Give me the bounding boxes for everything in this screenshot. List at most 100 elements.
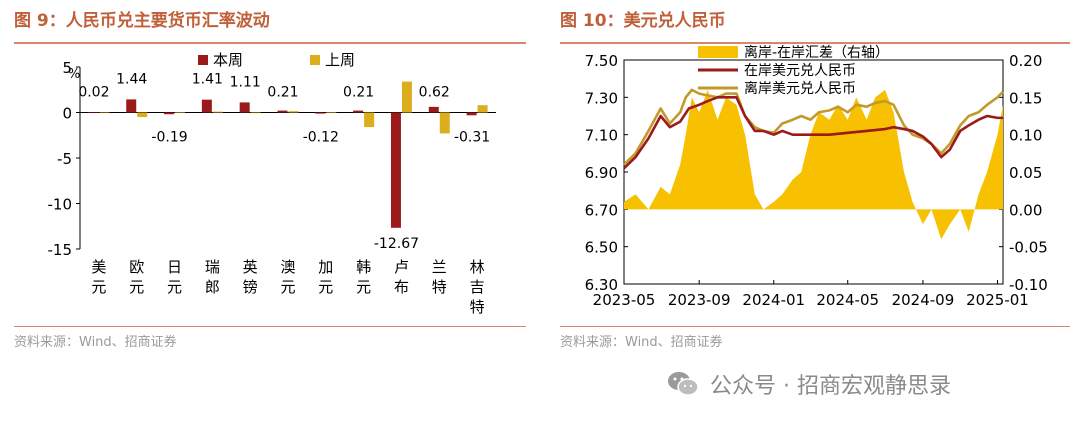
y-tick-label: 0: [62, 105, 72, 123]
bar-this-week: [88, 112, 99, 113]
y-tick-label: 5: [62, 59, 72, 77]
legend-label: 离岸-在岸汇差（右轴）: [744, 44, 889, 61]
x-category-label: 元: [356, 278, 371, 296]
x-tick-label: 2024-01: [742, 291, 805, 309]
x-category-label: 韩: [356, 258, 371, 276]
y-tick-label: -15: [48, 241, 73, 259]
left-title-rule: [14, 42, 526, 44]
x-tick-label: 2024-05: [816, 291, 879, 309]
data-label: -12.67: [374, 236, 419, 252]
legend-swatch: [698, 46, 738, 58]
bar-last-week: [250, 112, 261, 114]
bar-last-week: [477, 105, 488, 113]
legend-label: 在岸美元兑人民币: [744, 63, 856, 79]
right-line-chart: 7.50 7.30 7.10 6.90 6.70 6.50 6.30 0.20 0.15 0.10…: [585, 44, 1048, 309]
x-category-label: 兰: [432, 258, 447, 276]
wechat-icon: [668, 372, 699, 396]
bar-last-week: [439, 112, 450, 134]
y-tick-label: 6.70: [585, 201, 618, 219]
legend-label: 上周: [325, 51, 355, 69]
x-category-label: 吉: [470, 278, 485, 296]
right-figure-title: 图 10：美元兑人民币: [560, 11, 726, 31]
data-label: 0.02: [78, 85, 109, 101]
bar-this-week: [315, 112, 326, 114]
bar-last-week: [175, 112, 186, 113]
left-bar-chart: 5 0 -5 -10 -15% 0.02 美元 1.44 欧元 -0.19 日元 1.41 瑞郎 1.11…: [48, 51, 496, 316]
x-category-label: 美: [91, 258, 106, 276]
y2-tick-label: 0.10: [1009, 127, 1042, 145]
x-tick-label: 2023-09: [668, 291, 731, 309]
bar-this-week: [126, 99, 137, 113]
bar-this-week: [239, 102, 250, 113]
data-label: -0.31: [454, 130, 490, 146]
y-tick-label: 7.30: [585, 89, 618, 107]
y2-tick-label: -0.10: [1009, 276, 1048, 294]
data-label: 0.21: [343, 85, 374, 101]
bar-last-week: [137, 112, 148, 118]
right-source: 资料来源：Wind、招商证券: [560, 335, 723, 350]
x-category-label: 元: [167, 278, 182, 296]
y2-tick-label: -0.05: [1009, 239, 1048, 257]
right-title-rule: [560, 42, 1070, 44]
y-tick-label: 6.50: [585, 239, 618, 257]
x-category-label: 加: [318, 258, 333, 276]
bar-this-week: [277, 110, 288, 113]
y2-tick-label: 0.00: [1009, 201, 1042, 219]
y-tick-label: 6.90: [585, 164, 618, 182]
y-tick-label: -5: [57, 150, 72, 168]
spread-area: [624, 89, 1003, 240]
bar-this-week: [201, 99, 212, 113]
legend-swatch: [198, 55, 208, 65]
x-category-label: 林: [470, 258, 485, 276]
bar-this-week: [164, 112, 175, 115]
data-label: 1.11: [230, 74, 261, 90]
y-tick-label: 7.50: [585, 52, 618, 70]
x-tick-label: 2025-01: [966, 291, 1029, 309]
x-category-label: 郎: [205, 278, 220, 296]
x-category-label: 布: [394, 278, 409, 296]
y-tick-label: 7.10: [585, 127, 618, 145]
x-category-label: 元: [91, 278, 106, 296]
x-tick-label: 2023-05: [593, 291, 656, 309]
offshore-line: [623, 88, 1004, 166]
bar-last-week: [326, 112, 337, 113]
x-category-label: 镑: [243, 278, 258, 296]
x-category-label: 英: [243, 258, 258, 276]
bar-this-week: [390, 112, 401, 228]
watermark-text: 公众号 · 招商宏观静思录: [710, 374, 951, 399]
bar-last-week: [401, 81, 412, 113]
data-label: 0.62: [419, 85, 450, 101]
bar-this-week: [353, 110, 364, 113]
x-category-label: 元: [280, 278, 295, 296]
data-label: 1.41: [192, 72, 223, 88]
x-category-label: 欧: [129, 258, 144, 276]
y-tick-label: 6.30: [585, 276, 618, 294]
bar-last-week: [99, 112, 110, 114]
data-label: -0.19: [151, 130, 187, 146]
bar-this-week: [466, 112, 477, 116]
data-label: 0.21: [267, 85, 298, 101]
y-tick-label: -10: [48, 196, 73, 214]
watermark: 公众号 · 招商宏观静思录: [666, 364, 951, 404]
x-category-label: 特: [470, 298, 485, 316]
y2-tick-label: 0.15: [1009, 89, 1042, 107]
y2-tick-label: 0.20: [1009, 52, 1042, 70]
y2-tick-label: 0.05: [1009, 164, 1042, 182]
x-tick-label: 2024-09: [892, 291, 955, 309]
legend-label: 本周: [213, 51, 243, 69]
y-axis-unit: %: [68, 67, 80, 82]
bar-this-week: [428, 106, 439, 113]
x-category-label: 特: [432, 278, 447, 296]
x-category-label: 卢: [394, 258, 409, 276]
legend-swatch: [310, 55, 320, 65]
bar-last-week: [212, 111, 223, 113]
onshore-line: [623, 96, 1003, 170]
left-bottom-rule: [14, 326, 526, 327]
x-category-label: 元: [129, 278, 144, 296]
left-source: 资料来源：Wind、招商证券: [14, 335, 177, 350]
x-category-label: 元: [318, 278, 333, 296]
data-label: 1.44: [116, 71, 147, 87]
legend-label: 离岸美元兑人民币: [744, 80, 856, 97]
x-category-label: 日: [167, 258, 182, 276]
bar-last-week: [364, 112, 375, 128]
